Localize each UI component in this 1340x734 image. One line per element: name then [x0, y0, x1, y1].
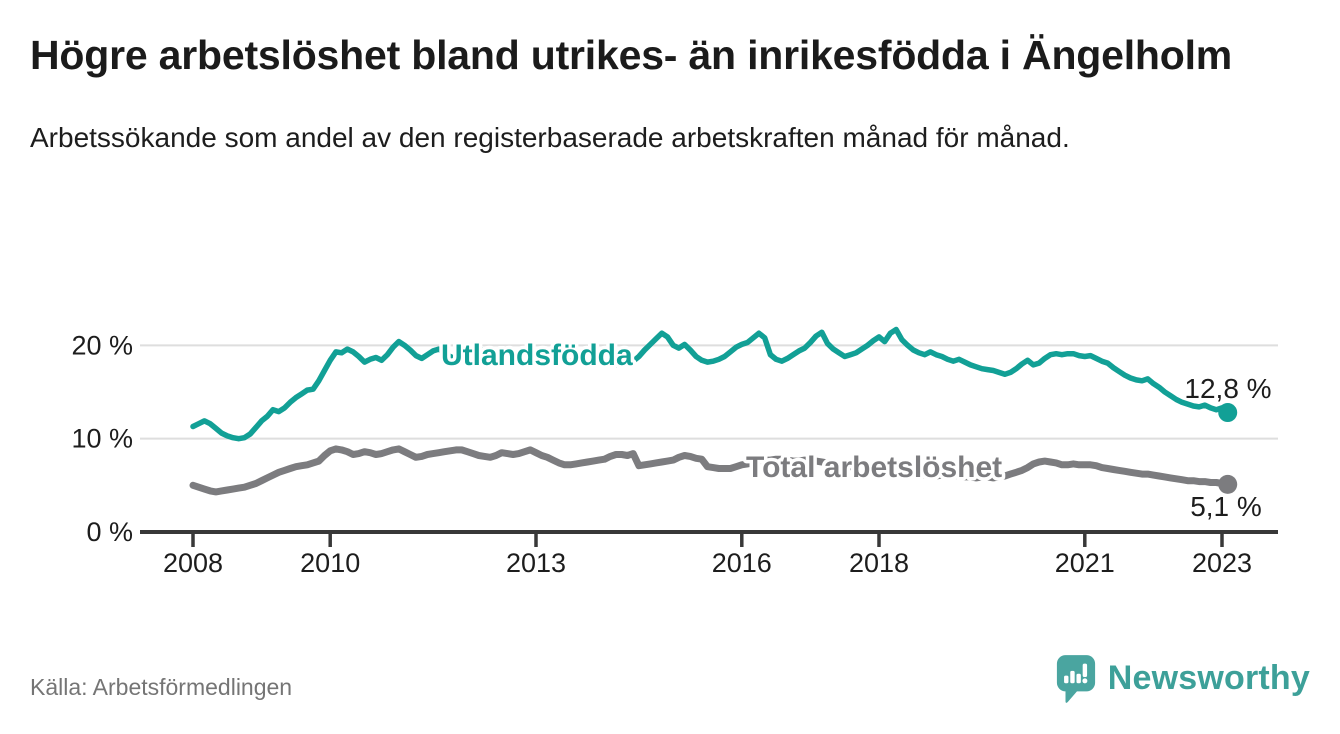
- series-end-dot-utlandsfodda: [1218, 403, 1238, 423]
- page-subtitle: Arbetssökande som andel av den registerb…: [30, 121, 1070, 153]
- series-line-utlandsfodda: [190, 326, 1231, 442]
- y-axis-tick-label: 0 %: [86, 517, 133, 547]
- x-axis-tick-label: 2013: [506, 548, 566, 578]
- x-axis-tick-label: 2018: [849, 548, 909, 578]
- x-axis-tick-label: 2023: [1192, 548, 1252, 578]
- x-axis-tick-label: 2016: [712, 548, 772, 578]
- source-note: Källa: Arbetsförmedlingen: [30, 674, 293, 700]
- x-axis-tick-label: 2021: [1055, 548, 1115, 578]
- x-axis-tick-label: 2010: [300, 548, 360, 578]
- series-end-value-total: 5,1 %: [1190, 491, 1262, 522]
- page-title: Högre arbetslöshet bland utrikes- än inr…: [30, 32, 1233, 78]
- series-end-value-utlandsfodda: 12,8 %: [1184, 373, 1271, 404]
- series-line-total: [189, 445, 1232, 496]
- speech-bubble-bar-chart-icon: [1055, 653, 1097, 703]
- series-label-total: Total arbetslöshet: [746, 451, 1002, 484]
- series-label-utlandsfodda: Utlandsfödda: [441, 339, 633, 372]
- y-axis-tick-label: 20 %: [71, 330, 133, 360]
- newsworthy-logo: Newsworthy: [1055, 653, 1310, 703]
- x-axis-tick-label: 2008: [163, 548, 223, 578]
- chart-header: Högre arbetslöshet bland utrikes- än inr…: [30, 26, 1300, 158]
- series-end-dot-total: [1218, 474, 1238, 494]
- y-axis-tick-label: 10 %: [71, 424, 133, 454]
- newsworthy-wordmark: Newsworthy: [1107, 658, 1310, 697]
